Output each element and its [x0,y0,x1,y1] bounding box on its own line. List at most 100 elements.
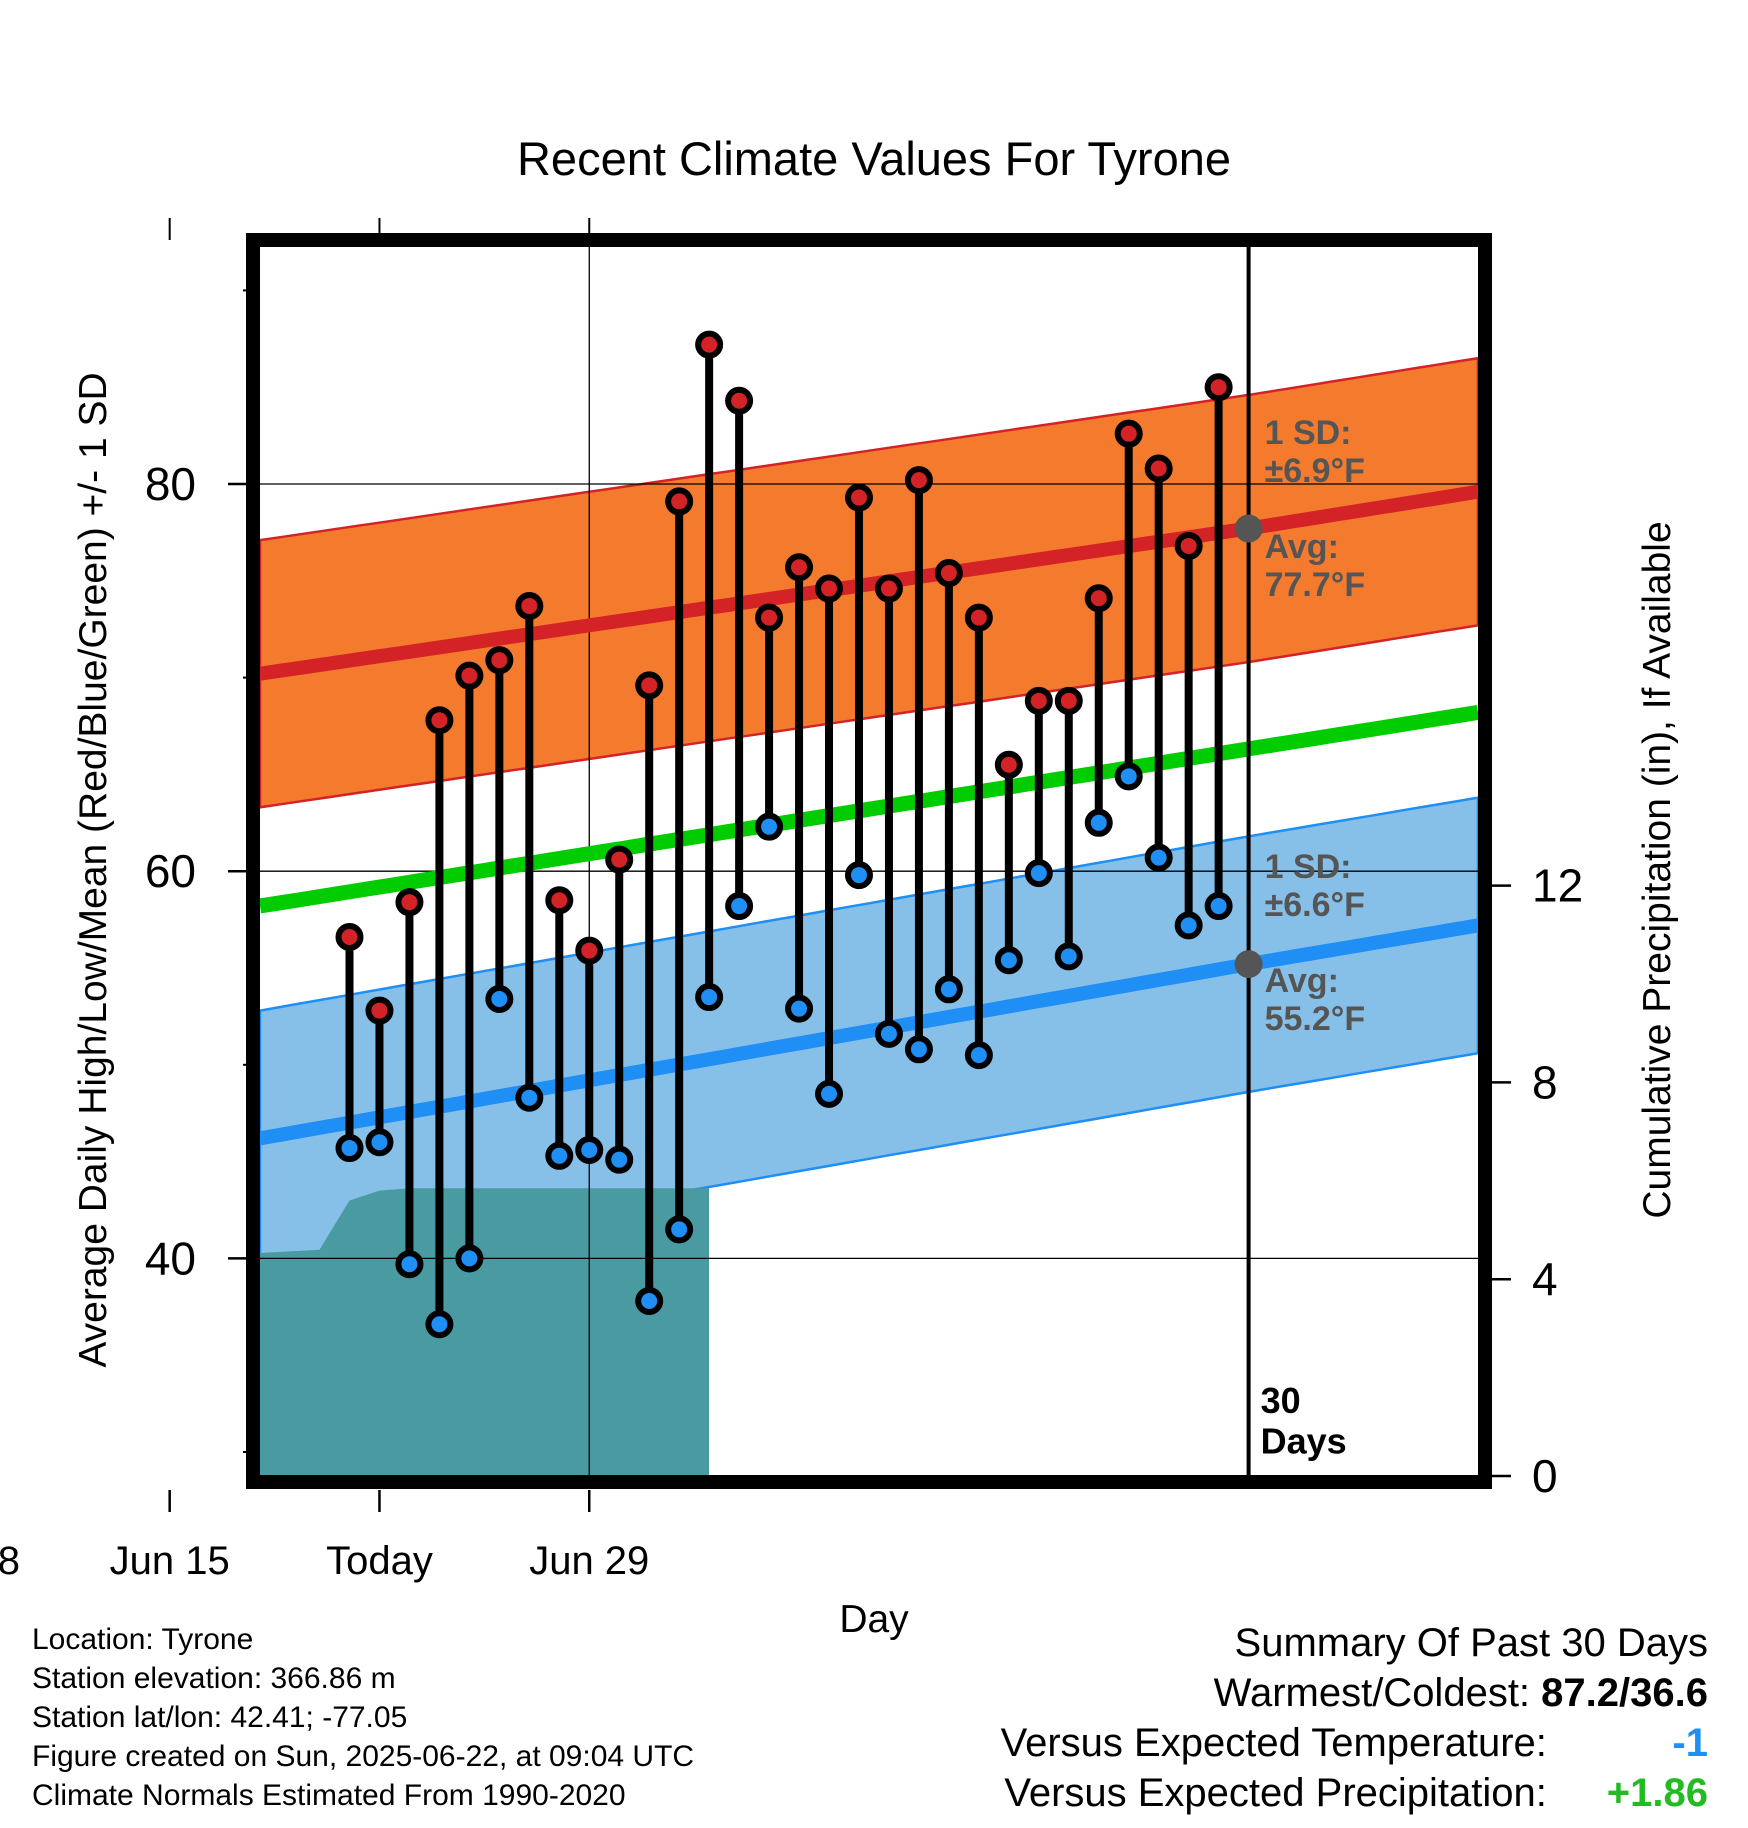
daily-high-point [1084,584,1113,613]
daily-low-point [874,1019,903,1048]
summary-title: Summary Of Past 30 Days [1234,1621,1708,1665]
daily-low-point [815,1079,844,1108]
daily-low-point [605,1145,634,1174]
daily-low-point [1174,911,1203,940]
warmest-label: Warmest/Coldest: [1213,1671,1531,1715]
created-text: Figure created on Sun, 2025-06-22, at 09… [32,1740,695,1773]
daily-high-point [515,591,544,620]
daily-low-point [515,1083,544,1112]
y2-axis-label: Cumulative Precipitation (in), If Availa… [1636,521,1679,1218]
daily-low-point [425,1310,454,1339]
high-sd-annotation-line: 1 SD: [1265,414,1352,452]
y-tick-label: 60 [145,845,196,897]
high-avg-annotation-line: 77.7°F [1265,566,1366,604]
elevation-text: Station elevation: 366.86 m [32,1662,396,1695]
low-avg-annotation: Avg: 55.2°F [1265,962,1366,1038]
summary-panel: Summary Of Past 30 Days Warmest/Coldest:… [1001,1618,1708,1818]
today-days-label-line: 30 [1261,1380,1301,1421]
low-avg-annotation-line: Avg: [1265,962,1339,1000]
daily-low-point [1084,808,1113,837]
daily-high-point [1174,531,1203,560]
daily-low-point [964,1041,993,1070]
y2-tick-label: 8 [1532,1056,1558,1108]
today-days-label-line: Days [1261,1420,1347,1461]
daily-high-point [425,706,454,735]
daily-high-point [335,923,364,952]
y2-tick-label: 4 [1532,1253,1558,1305]
daily-high-point [1144,454,1173,483]
daily-low-point [485,984,514,1013]
daily-low-point [695,983,724,1012]
x-axis-label: Day [839,1598,909,1641]
daily-low-point [365,1128,394,1157]
daily-high-point [755,603,784,632]
daily-low-point [635,1286,664,1315]
precip-label: Versus Expected Precipitation: [1004,1771,1547,1815]
x-tick-label: Jun 29 [529,1539,649,1583]
daily-high-point [874,574,903,603]
temp-label: Versus Expected Temperature: [1000,1721,1547,1765]
today-high-avg-marker [1234,514,1263,543]
normal-mean-line [260,704,1478,914]
daily-high-point [934,559,963,588]
daily-low-point [545,1141,574,1170]
daily-high-point [365,996,394,1025]
daily-high-point [1204,373,1233,402]
normal-high-line [260,484,1478,681]
today-low-avg-marker [1234,950,1263,979]
daily-high-point [545,886,574,915]
normal-low-line [260,918,1478,1146]
daily-low-point [725,892,754,921]
plot-frame [246,233,1492,1489]
daily-high-point [665,487,694,516]
daily-high-point [605,845,634,874]
daily-high-point [904,466,933,495]
daily-high-point [635,671,664,700]
daily-high-point [485,646,514,675]
low-sd-annotation-line: ±6.6°F [1265,886,1365,924]
normals-text: Climate Normals Estimated From 1990-2020 [32,1779,626,1812]
high-avg-annotation-line: Avg: [1265,528,1339,566]
low-avg-annotation-line: 55.2°F [1265,1000,1366,1038]
daily-low-point [395,1250,424,1279]
y-axis-label: Average Daily High/Low/Mean (Red/Blue/Gr… [72,372,115,1367]
daily-high-point [994,750,1023,779]
low-sd-annotation: 1 SD: ±6.6°F [1265,848,1365,924]
daily-high-point [695,330,724,359]
daily-low-point [1114,762,1143,791]
daily-high-point [844,483,873,512]
daily-low-point [575,1135,604,1164]
summary-warmest-row: Warmest/Coldest: 87.2/36.6 [1001,1668,1708,1718]
x-tick-label: Today [326,1539,433,1583]
station-info: Location: Tyrone Station elevation: 366.… [32,1620,694,1815]
chart-title: Recent Climate Values For Tyrone [517,132,1231,185]
daily-low-point [1054,942,1083,971]
summary-precip-row: Versus Expected Precipitation: +1.86 [1001,1768,1708,1818]
high-sd-annotation-line: ±6.9°F [1265,452,1365,490]
daily-low-point [1204,892,1233,921]
warmest-value: 87.2/36.6 [1541,1671,1708,1715]
y2-tick-label: 12 [1532,860,1583,912]
y-tick-label: 40 [145,1232,196,1284]
daily-high-point [815,574,844,603]
x-tick-label: Jun 15 [110,1539,230,1583]
latlon-text: Station lat/lon: 42.41; -77.05 [32,1701,408,1734]
high-sd-annotation: 1 SD: ±6.9°F [1265,414,1365,490]
daily-high-point [395,888,424,917]
daily-low-point [335,1134,364,1163]
high-avg-annotation: Avg: 77.7°F [1265,528,1366,604]
today-days-label: 30 Days [1261,1380,1347,1461]
daily-high-point [455,661,484,690]
daily-low-point [904,1035,933,1064]
daily-low-point [755,812,784,841]
daily-low-point [844,861,873,890]
daily-high-point [1024,686,1053,715]
daily-high-point [964,603,993,632]
daily-high-point [1114,419,1143,448]
precip-value: +1.86 [1606,1771,1708,1815]
y-tick-label: 80 [145,458,196,510]
precip-area [260,1188,710,1475]
